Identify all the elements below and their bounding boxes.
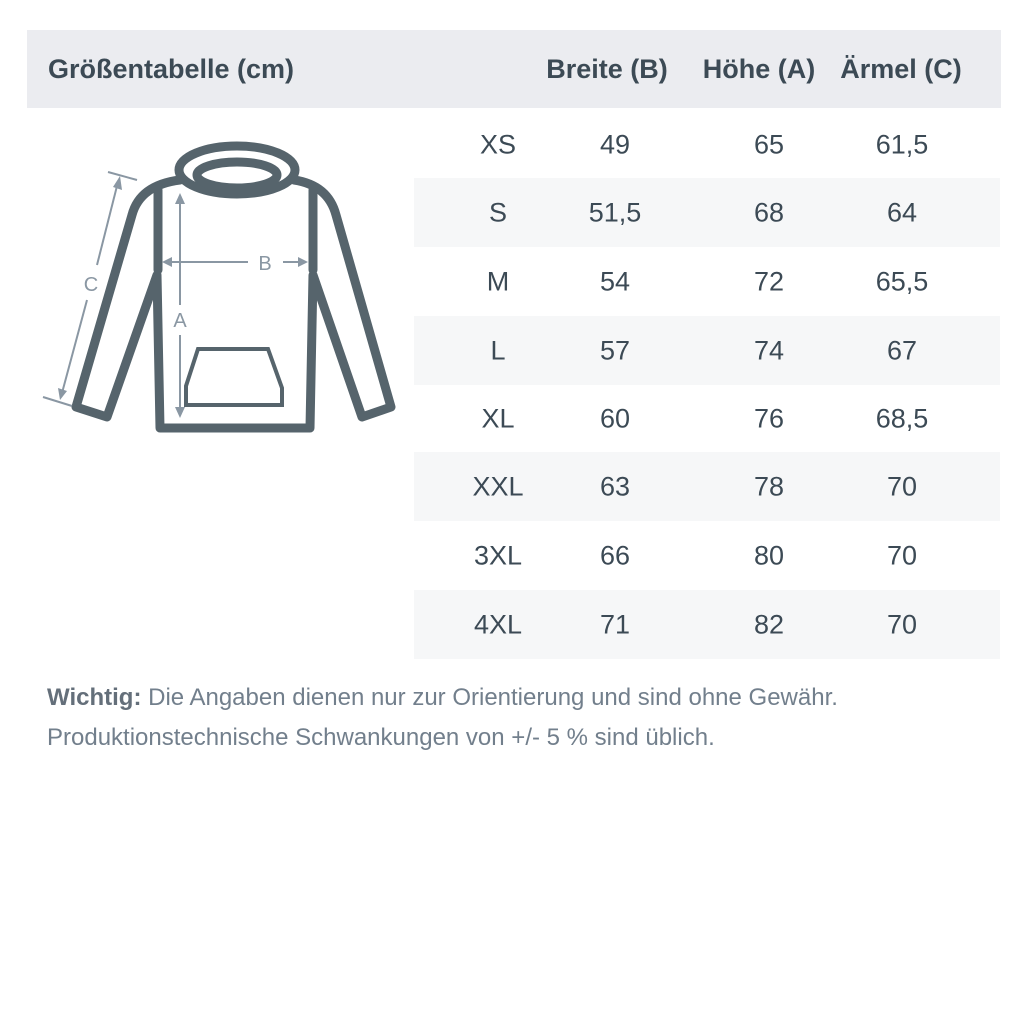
cell-size: XXL	[472, 471, 524, 501]
cell-size: L	[490, 335, 506, 365]
hoodie-diagram-icon: B A C	[42, 141, 396, 433]
cell-size: 3XL	[473, 540, 523, 570]
disclaimer-note: Wichtig: Die Angaben dienen nur zur Orie…	[47, 678, 838, 758]
cell-aermel: 61,5	[875, 129, 929, 159]
note-line1: Die Angaben dienen nur zur Orientierung …	[141, 684, 838, 711]
table-row: 3XL 66 80 70	[414, 521, 1000, 590]
label-b: B	[258, 253, 271, 275]
cell-hoehe: 78	[753, 471, 785, 501]
cell-hoehe: 72	[753, 266, 785, 296]
cell-aermel: 70	[886, 609, 918, 639]
cell-breite: 51,5	[588, 197, 642, 227]
table-row: L 57 74 67	[414, 316, 1000, 385]
cell-size: XL	[481, 403, 515, 433]
cell-breite: 60	[599, 403, 631, 433]
note-label: Wichtig:	[47, 684, 142, 711]
cell-size: S	[488, 197, 508, 227]
cell-hoehe: 80	[753, 540, 785, 570]
cell-size: XS	[479, 129, 517, 159]
cell-hoehe: 74	[753, 335, 785, 365]
cell-hoehe: 65	[753, 129, 785, 159]
table-header: Größentabelle (cm) Breite (B) Höhe (A) Ä…	[27, 30, 1001, 108]
cell-breite: 54	[599, 266, 631, 296]
label-a: A	[173, 310, 187, 332]
table-row: S 51,5 68 64	[414, 178, 1000, 247]
cell-breite: 66	[599, 540, 631, 570]
table-row: 4XL 71 82 70	[414, 590, 1000, 659]
table-row: M 54 72 65,5	[414, 247, 1000, 316]
cell-breite: 71	[599, 609, 631, 639]
cell-aermel: 64	[886, 197, 918, 227]
cell-aermel: 65,5	[875, 266, 929, 296]
cell-aermel: 67	[886, 335, 918, 365]
column-header-hoehe: Höhe (A)	[702, 54, 816, 84]
cell-hoehe: 68	[753, 197, 785, 227]
cell-aermel: 70	[886, 540, 918, 570]
table-row: XS 49 65 61,5	[414, 110, 1000, 179]
cell-hoehe: 76	[753, 403, 785, 433]
column-header-aermel: Ärmel (C)	[840, 54, 962, 84]
cell-size: 4XL	[473, 609, 523, 639]
cell-aermel: 68,5	[875, 403, 929, 433]
table-row: XL 60 76 68,5	[414, 384, 1000, 453]
cell-aermel: 70	[886, 471, 918, 501]
label-c: C	[84, 274, 98, 296]
cell-breite: 57	[599, 335, 631, 365]
cell-hoehe: 82	[753, 609, 785, 639]
table-row: XXL 63 78 70	[414, 452, 1000, 521]
cell-breite: 49	[599, 129, 631, 159]
cell-breite: 63	[599, 471, 631, 501]
table-title: Größentabelle (cm)	[48, 54, 295, 84]
column-header-breite: Breite (B)	[546, 54, 668, 84]
cell-size: M	[486, 266, 510, 296]
note-line2: Produktionstechnische Schwankungen von +…	[47, 724, 715, 751]
